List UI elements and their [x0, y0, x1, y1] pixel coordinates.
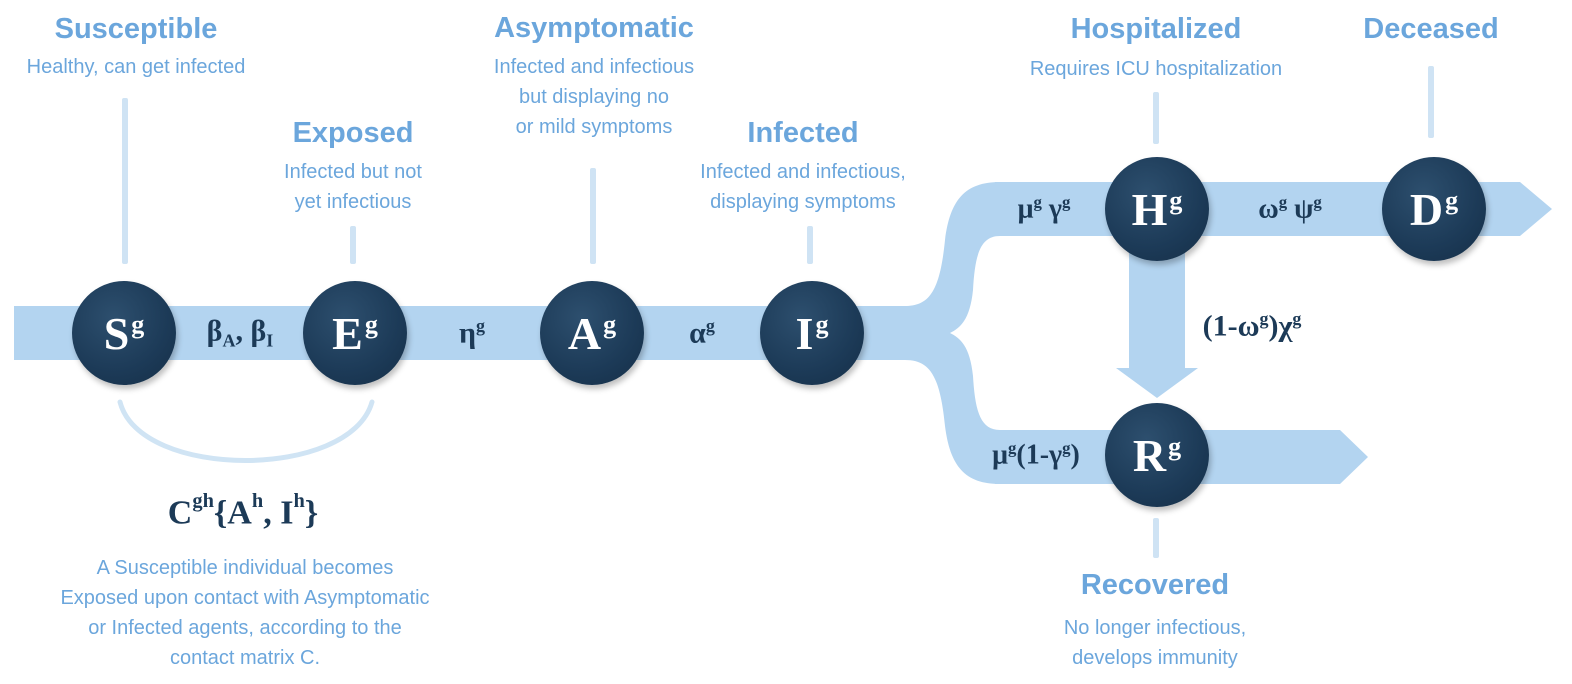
hospitalized-title: Hospitalized [1070, 13, 1242, 45]
contact-arc [117, 399, 375, 463]
susceptible-desc: Healthy, can get infected [26, 56, 246, 78]
branch-split [905, 182, 1000, 484]
recovered-desc: No longer infectious, develops immunity [1063, 617, 1247, 669]
contact-note: A Susceptible individual becomes Exposed… [60, 557, 430, 669]
infected-desc: Infected and infectious, displaying symp… [700, 161, 906, 213]
contact-formula: Cgh{Ah, Ih} [167, 490, 319, 532]
stem-infected [807, 226, 813, 264]
exposed-desc: Infected but not yet infectious [284, 161, 422, 213]
stem-hospitalized [1153, 92, 1159, 144]
rate-h-to-r: (1-ωg)χg [1202, 308, 1302, 343]
stem-susceptible [122, 98, 128, 264]
asymptomatic-desc: Infected and infectious but displaying n… [493, 56, 695, 138]
hospitalized-desc: Requires ICU hospitalization [1029, 58, 1283, 80]
rate-e-to-a: ηg [458, 315, 486, 350]
infected-title: Infected [747, 117, 859, 149]
rate-s-to-e: βA, βI [206, 314, 274, 351]
stem-deceased [1428, 66, 1434, 138]
rate-i-to-r: μg(1-γg) [992, 438, 1080, 471]
stem-recovered [1153, 518, 1159, 558]
stem-asymptomatic [590, 168, 596, 264]
rate-i-to-h: μg γg [1017, 192, 1071, 225]
asymptomatic-title: Asymptomatic [494, 12, 694, 44]
h-to-r-arrow [1116, 215, 1198, 398]
recovered-title: Recovered [1080, 569, 1230, 601]
exposed-title: Exposed [292, 117, 414, 149]
stem-exposed [350, 226, 356, 264]
rate-h-to-d: ωg ψg [1258, 192, 1322, 225]
rate-a-to-i: αg [689, 315, 715, 350]
deceased-title: Deceased [1363, 13, 1499, 45]
susceptible-title: Susceptible [54, 13, 218, 45]
